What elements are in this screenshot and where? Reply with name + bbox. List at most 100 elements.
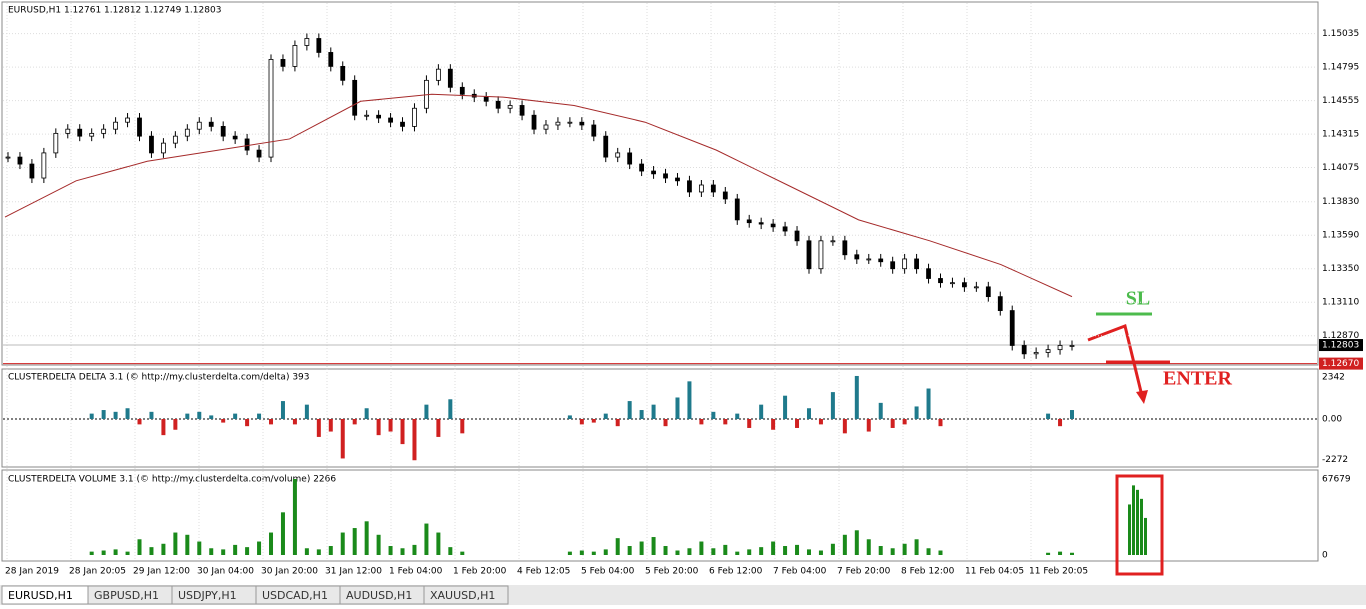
delta-bar: [579, 419, 584, 425]
volume-bar: [436, 532, 441, 555]
delta-bar: [854, 375, 859, 419]
candle: [256, 149, 262, 158]
candle: [794, 230, 800, 242]
volume-bar: [579, 550, 584, 555]
volume-bar: [783, 546, 788, 555]
delta-bar: [149, 411, 154, 419]
candle: [495, 100, 501, 109]
candle: [567, 121, 573, 124]
candle: [184, 128, 190, 137]
candle: [675, 177, 680, 182]
price-tag: 1.12803: [1322, 341, 1359, 351]
candle: [53, 132, 59, 154]
volume-bar: [663, 546, 668, 555]
delta-bar: [1058, 419, 1063, 427]
delta-bar: [890, 419, 895, 428]
delta-bar: [687, 381, 692, 419]
delta-bar: [866, 419, 871, 432]
tab[interactable]: [423, 585, 509, 605]
candle: [603, 135, 609, 158]
delta-bar: [221, 419, 226, 423]
candle: [973, 286, 979, 289]
annotation-volume-bar: [1136, 489, 1139, 555]
price-tick: 1.13110: [1322, 298, 1359, 308]
enter-arrow: [1087, 323, 1144, 397]
delta-bar: [460, 419, 465, 434]
volume-bar: [567, 551, 572, 555]
time-label: 7 Feb 20:00: [837, 567, 891, 577]
candle: [29, 163, 35, 179]
volume-bar: [173, 532, 178, 555]
volume-bar: [113, 549, 118, 555]
delta-bar: [316, 419, 321, 437]
candle: [914, 258, 919, 270]
delta-bar: [388, 419, 393, 432]
delta-bar: [878, 402, 883, 419]
candle: [41, 152, 47, 179]
price-tick: 1.14075: [1322, 163, 1359, 173]
delta-bar: [795, 419, 800, 428]
candle: [220, 125, 226, 137]
volume-bar: [1058, 551, 1063, 555]
volume-bar: [603, 549, 608, 555]
volume-bar: [938, 550, 943, 555]
volume-bar: [615, 538, 620, 555]
candle: [746, 219, 752, 224]
candle: [758, 222, 764, 225]
time-label: 11 Feb 04:05: [965, 567, 1024, 577]
volume-bar: [1046, 552, 1051, 555]
delta-bar: [830, 392, 835, 419]
candle: [543, 124, 549, 130]
volume-bar: [209, 548, 214, 555]
candle: [1045, 349, 1051, 353]
delta-bar: [233, 413, 238, 419]
delta-label: CLUSTERDELTA DELTA 3.1 (© http://my.clus…: [8, 373, 310, 383]
delta-bar: [173, 419, 178, 430]
delta-bar: [304, 404, 309, 419]
candle: [328, 52, 334, 67]
volume-bar: [806, 549, 811, 555]
volume-bar: [161, 543, 166, 555]
volume-bar: [269, 532, 274, 555]
candle: [830, 240, 836, 243]
price-tag: 1.12670: [1322, 359, 1359, 369]
delta-tick: 0.00: [1322, 415, 1342, 425]
candle: [352, 79, 358, 116]
tab-label: USDCAD,H1: [262, 589, 328, 602]
candle: [985, 286, 991, 298]
candle: [316, 38, 322, 53]
tab-label: EURUSD,H1: [8, 589, 73, 602]
volume-bar: [914, 539, 919, 555]
price-tick: 1.13830: [1322, 197, 1359, 207]
delta-bar: [448, 399, 453, 419]
volume-bar: [771, 541, 776, 555]
delta-bar: [125, 408, 130, 419]
volume-tick: 0: [1322, 550, 1328, 560]
volume-bar: [221, 549, 226, 555]
candle: [101, 128, 107, 134]
delta-bar: [806, 408, 811, 419]
volume-bar: [257, 541, 262, 555]
delta-bar: [615, 419, 620, 427]
candle: [950, 282, 955, 285]
price-tick: 1.14555: [1322, 96, 1359, 106]
candle: [1021, 345, 1027, 355]
time-label: 31 Jan 12:00: [325, 567, 382, 577]
delta-bar: [257, 413, 262, 419]
volume-bar: [747, 549, 752, 555]
volume-bar: [233, 544, 238, 555]
candle: [376, 114, 382, 119]
volume-bar: [639, 541, 644, 555]
volume-label: CLUSTERDELTA VOLUME 3.1 (© http://my.clu…: [8, 475, 336, 485]
delta-bar: [771, 419, 776, 430]
delta-bar: [842, 419, 847, 434]
candle: [161, 142, 166, 154]
delta-bar: [89, 413, 94, 419]
candle: [208, 121, 214, 127]
candle: [388, 117, 393, 123]
price-tick: 1.12870: [1322, 331, 1359, 341]
volume-bar: [388, 546, 393, 555]
delta-bar: [340, 419, 345, 459]
volume-bar: [795, 544, 800, 555]
